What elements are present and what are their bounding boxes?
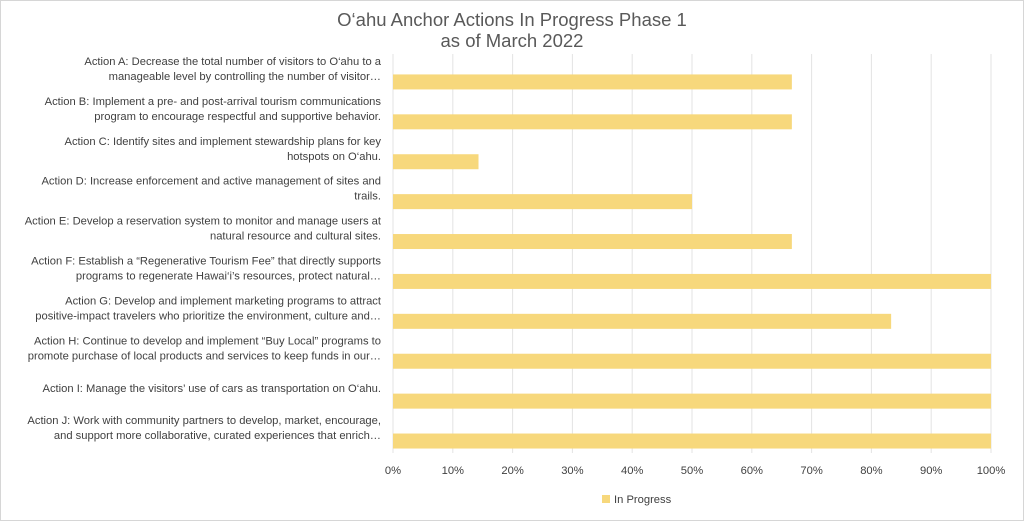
category-label: Action J: Work with community partners t…	[27, 415, 381, 427]
category-label: hotspots on O‘ahu.	[287, 151, 381, 163]
bar-in-progress	[393, 114, 792, 130]
x-tick-label: 50%	[681, 465, 703, 477]
x-tick-label: 60%	[741, 465, 763, 477]
bar-in-progress	[393, 154, 479, 170]
legend: In Progress	[602, 494, 672, 506]
category-label: Action G: Develop and implement marketin…	[65, 295, 382, 307]
category-label: Action A: Decrease the total number of v…	[84, 56, 381, 68]
legend-swatch	[602, 495, 610, 503]
category-label: and support more collaborative, curated …	[54, 430, 381, 442]
bar-in-progress	[393, 194, 692, 210]
x-tick-label: 80%	[860, 465, 882, 477]
category-label: programs to regenerate Hawai‘i’s resourc…	[76, 271, 381, 283]
bar-in-progress	[393, 273, 991, 289]
category-label: natural resource and cultural sites.	[210, 231, 381, 243]
gridlines	[392, 54, 992, 453]
category-label: positive-impact travelers who prioritize…	[35, 310, 381, 322]
x-tick-labels: 0% 10% 20% 30% 40% 50% 60% 70% 80% 90% 100%	[385, 465, 1005, 477]
category-labels: Action A: Decrease the total number of v…	[25, 56, 382, 442]
x-tick-label: 100%	[977, 465, 1006, 477]
x-tick-label: 10%	[442, 465, 464, 477]
bar-in-progress	[393, 353, 991, 369]
category-label: Action H: Continue to develop and implem…	[34, 335, 381, 347]
bar-in-progress	[393, 393, 991, 409]
category-label: Action B: Implement a pre- and post-arri…	[45, 96, 382, 108]
chart-title-line: as of March 2022	[441, 30, 584, 51]
legend-label: In Progress	[614, 494, 672, 506]
x-tick-label: 30%	[561, 465, 583, 477]
x-tick-label: 0%	[385, 465, 401, 477]
x-tick-label: 20%	[501, 465, 523, 477]
category-label: trails.	[354, 191, 381, 203]
category-label: Action C: Identify sites and implement s…	[64, 136, 381, 148]
category-label: Action F: Establish a “Regenerative Tour…	[31, 256, 381, 268]
category-label: Action I: Manage the visitors’ use of ca…	[43, 383, 382, 395]
bar-in-progress	[393, 313, 892, 329]
bar-in-progress	[393, 433, 991, 449]
chart-title: O‘ahu Anchor Actions In Progress Phase 1…	[337, 9, 687, 51]
x-tick-label: 90%	[920, 465, 942, 477]
category-label: program to encourage respectful and supp…	[94, 111, 381, 123]
category-label: manageable level by controlling the numb…	[109, 71, 381, 83]
category-label: Action D: Increase enforcement and activ…	[41, 176, 381, 188]
bars	[393, 74, 991, 449]
bar-in-progress	[393, 234, 792, 250]
category-label: promote purchase of local products and s…	[28, 350, 381, 362]
x-tick-label: 70%	[800, 465, 822, 477]
category-label: Action E: Develop a reservation system t…	[25, 216, 382, 228]
x-tick-label: 40%	[621, 465, 643, 477]
chart-title-line: O‘ahu Anchor Actions In Progress Phase 1	[337, 9, 687, 30]
bar-in-progress	[393, 74, 792, 90]
